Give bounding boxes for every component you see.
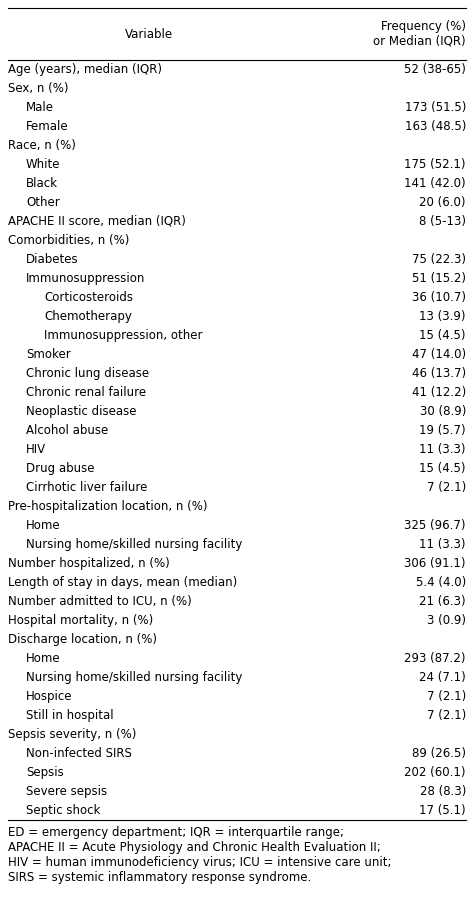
Text: Immunosuppression, other: Immunosuppression, other (44, 329, 202, 342)
Text: Alcohol abuse: Alcohol abuse (26, 424, 108, 437)
Text: Septic shock: Septic shock (26, 804, 100, 817)
Text: APACHE II score, median (IQR): APACHE II score, median (IQR) (8, 215, 186, 228)
Text: 30 (8.9): 30 (8.9) (419, 405, 466, 418)
Text: ED = emergency department; IQR = interquartile range;
APACHE II = Acute Physiolo: ED = emergency department; IQR = interqu… (8, 826, 392, 884)
Text: 46 (13.7): 46 (13.7) (412, 367, 466, 380)
Text: Sepsis: Sepsis (26, 766, 64, 779)
Text: Discharge location, n (%): Discharge location, n (%) (8, 633, 157, 646)
Text: Length of stay in days, mean (median): Length of stay in days, mean (median) (8, 576, 237, 589)
Text: Non-infected SIRS: Non-infected SIRS (26, 747, 132, 760)
Text: 13 (3.9): 13 (3.9) (419, 310, 466, 323)
Text: 3 (0.9): 3 (0.9) (427, 614, 466, 627)
Text: Still in hospital: Still in hospital (26, 709, 114, 722)
Text: 24 (7.1): 24 (7.1) (419, 671, 466, 684)
Text: Diabetes: Diabetes (26, 253, 79, 266)
Text: 173 (51.5): 173 (51.5) (405, 101, 466, 114)
Text: Other: Other (26, 196, 60, 209)
Text: Black: Black (26, 177, 58, 190)
Text: Sex, n (%): Sex, n (%) (8, 82, 69, 95)
Text: 51 (15.2): 51 (15.2) (412, 272, 466, 285)
Text: Sepsis severity, n (%): Sepsis severity, n (%) (8, 728, 137, 741)
Text: Home: Home (26, 652, 61, 665)
Text: Hospice: Hospice (26, 690, 73, 703)
Text: 89 (26.5): 89 (26.5) (412, 747, 466, 760)
Text: 47 (14.0): 47 (14.0) (412, 348, 466, 361)
Text: 7 (2.1): 7 (2.1) (427, 481, 466, 494)
Text: Variable: Variable (125, 27, 173, 41)
Text: 306 (91.1): 306 (91.1) (404, 557, 466, 570)
Text: Chemotherapy: Chemotherapy (44, 310, 132, 323)
Text: 163 (48.5): 163 (48.5) (405, 120, 466, 133)
Text: Number admitted to ICU, n (%): Number admitted to ICU, n (%) (8, 595, 192, 608)
Text: 15 (4.5): 15 (4.5) (419, 462, 466, 475)
Text: Comorbidities, n (%): Comorbidities, n (%) (8, 234, 129, 247)
Text: 36 (10.7): 36 (10.7) (412, 291, 466, 304)
Text: 175 (52.1): 175 (52.1) (404, 158, 466, 171)
Text: 202 (60.1): 202 (60.1) (404, 766, 466, 779)
Text: Smoker: Smoker (26, 348, 71, 361)
Text: 11 (3.3): 11 (3.3) (419, 443, 466, 456)
Text: 293 (87.2): 293 (87.2) (404, 652, 466, 665)
Text: Number hospitalized, n (%): Number hospitalized, n (%) (8, 557, 170, 570)
Text: 8 (5-13): 8 (5-13) (419, 215, 466, 228)
Text: 17 (5.1): 17 (5.1) (419, 804, 466, 817)
Text: 141 (42.0): 141 (42.0) (404, 177, 466, 190)
Text: 28 (8.3): 28 (8.3) (419, 785, 466, 798)
Text: 15 (4.5): 15 (4.5) (419, 329, 466, 342)
Text: Age (years), median (IQR): Age (years), median (IQR) (8, 63, 162, 76)
Text: HIV: HIV (26, 443, 46, 456)
Text: Neoplastic disease: Neoplastic disease (26, 405, 137, 418)
Text: Corticosteroids: Corticosteroids (44, 291, 133, 304)
Text: 19 (5.7): 19 (5.7) (419, 424, 466, 437)
Text: Pre-hospitalization location, n (%): Pre-hospitalization location, n (%) (8, 500, 208, 513)
Text: Immunosuppression: Immunosuppression (26, 272, 146, 285)
Text: Chronic renal failure: Chronic renal failure (26, 386, 146, 399)
Text: 41 (12.2): 41 (12.2) (412, 386, 466, 399)
Text: Male: Male (26, 101, 54, 114)
Text: Cirrhotic liver failure: Cirrhotic liver failure (26, 481, 147, 494)
Text: White: White (26, 158, 61, 171)
Text: Drug abuse: Drug abuse (26, 462, 94, 475)
Text: Frequency (%)
or Median (IQR): Frequency (%) or Median (IQR) (374, 20, 466, 48)
Text: 7 (2.1): 7 (2.1) (427, 709, 466, 722)
Text: Home: Home (26, 519, 61, 532)
Text: Chronic lung disease: Chronic lung disease (26, 367, 149, 380)
Text: Nursing home/skilled nursing facility: Nursing home/skilled nursing facility (26, 538, 242, 551)
Text: Nursing home/skilled nursing facility: Nursing home/skilled nursing facility (26, 671, 242, 684)
Text: 325 (96.7): 325 (96.7) (404, 519, 466, 532)
Text: Hospital mortality, n (%): Hospital mortality, n (%) (8, 614, 153, 627)
Text: 52 (38-65): 52 (38-65) (404, 63, 466, 76)
Text: Race, n (%): Race, n (%) (8, 139, 76, 152)
Text: 20 (6.0): 20 (6.0) (419, 196, 466, 209)
Text: 7 (2.1): 7 (2.1) (427, 690, 466, 703)
Text: 21 (6.3): 21 (6.3) (419, 595, 466, 608)
Text: 75 (22.3): 75 (22.3) (412, 253, 466, 266)
Text: 5.4 (4.0): 5.4 (4.0) (416, 576, 466, 589)
Text: Severe sepsis: Severe sepsis (26, 785, 107, 798)
Text: Female: Female (26, 120, 69, 133)
Text: 11 (3.3): 11 (3.3) (419, 538, 466, 551)
